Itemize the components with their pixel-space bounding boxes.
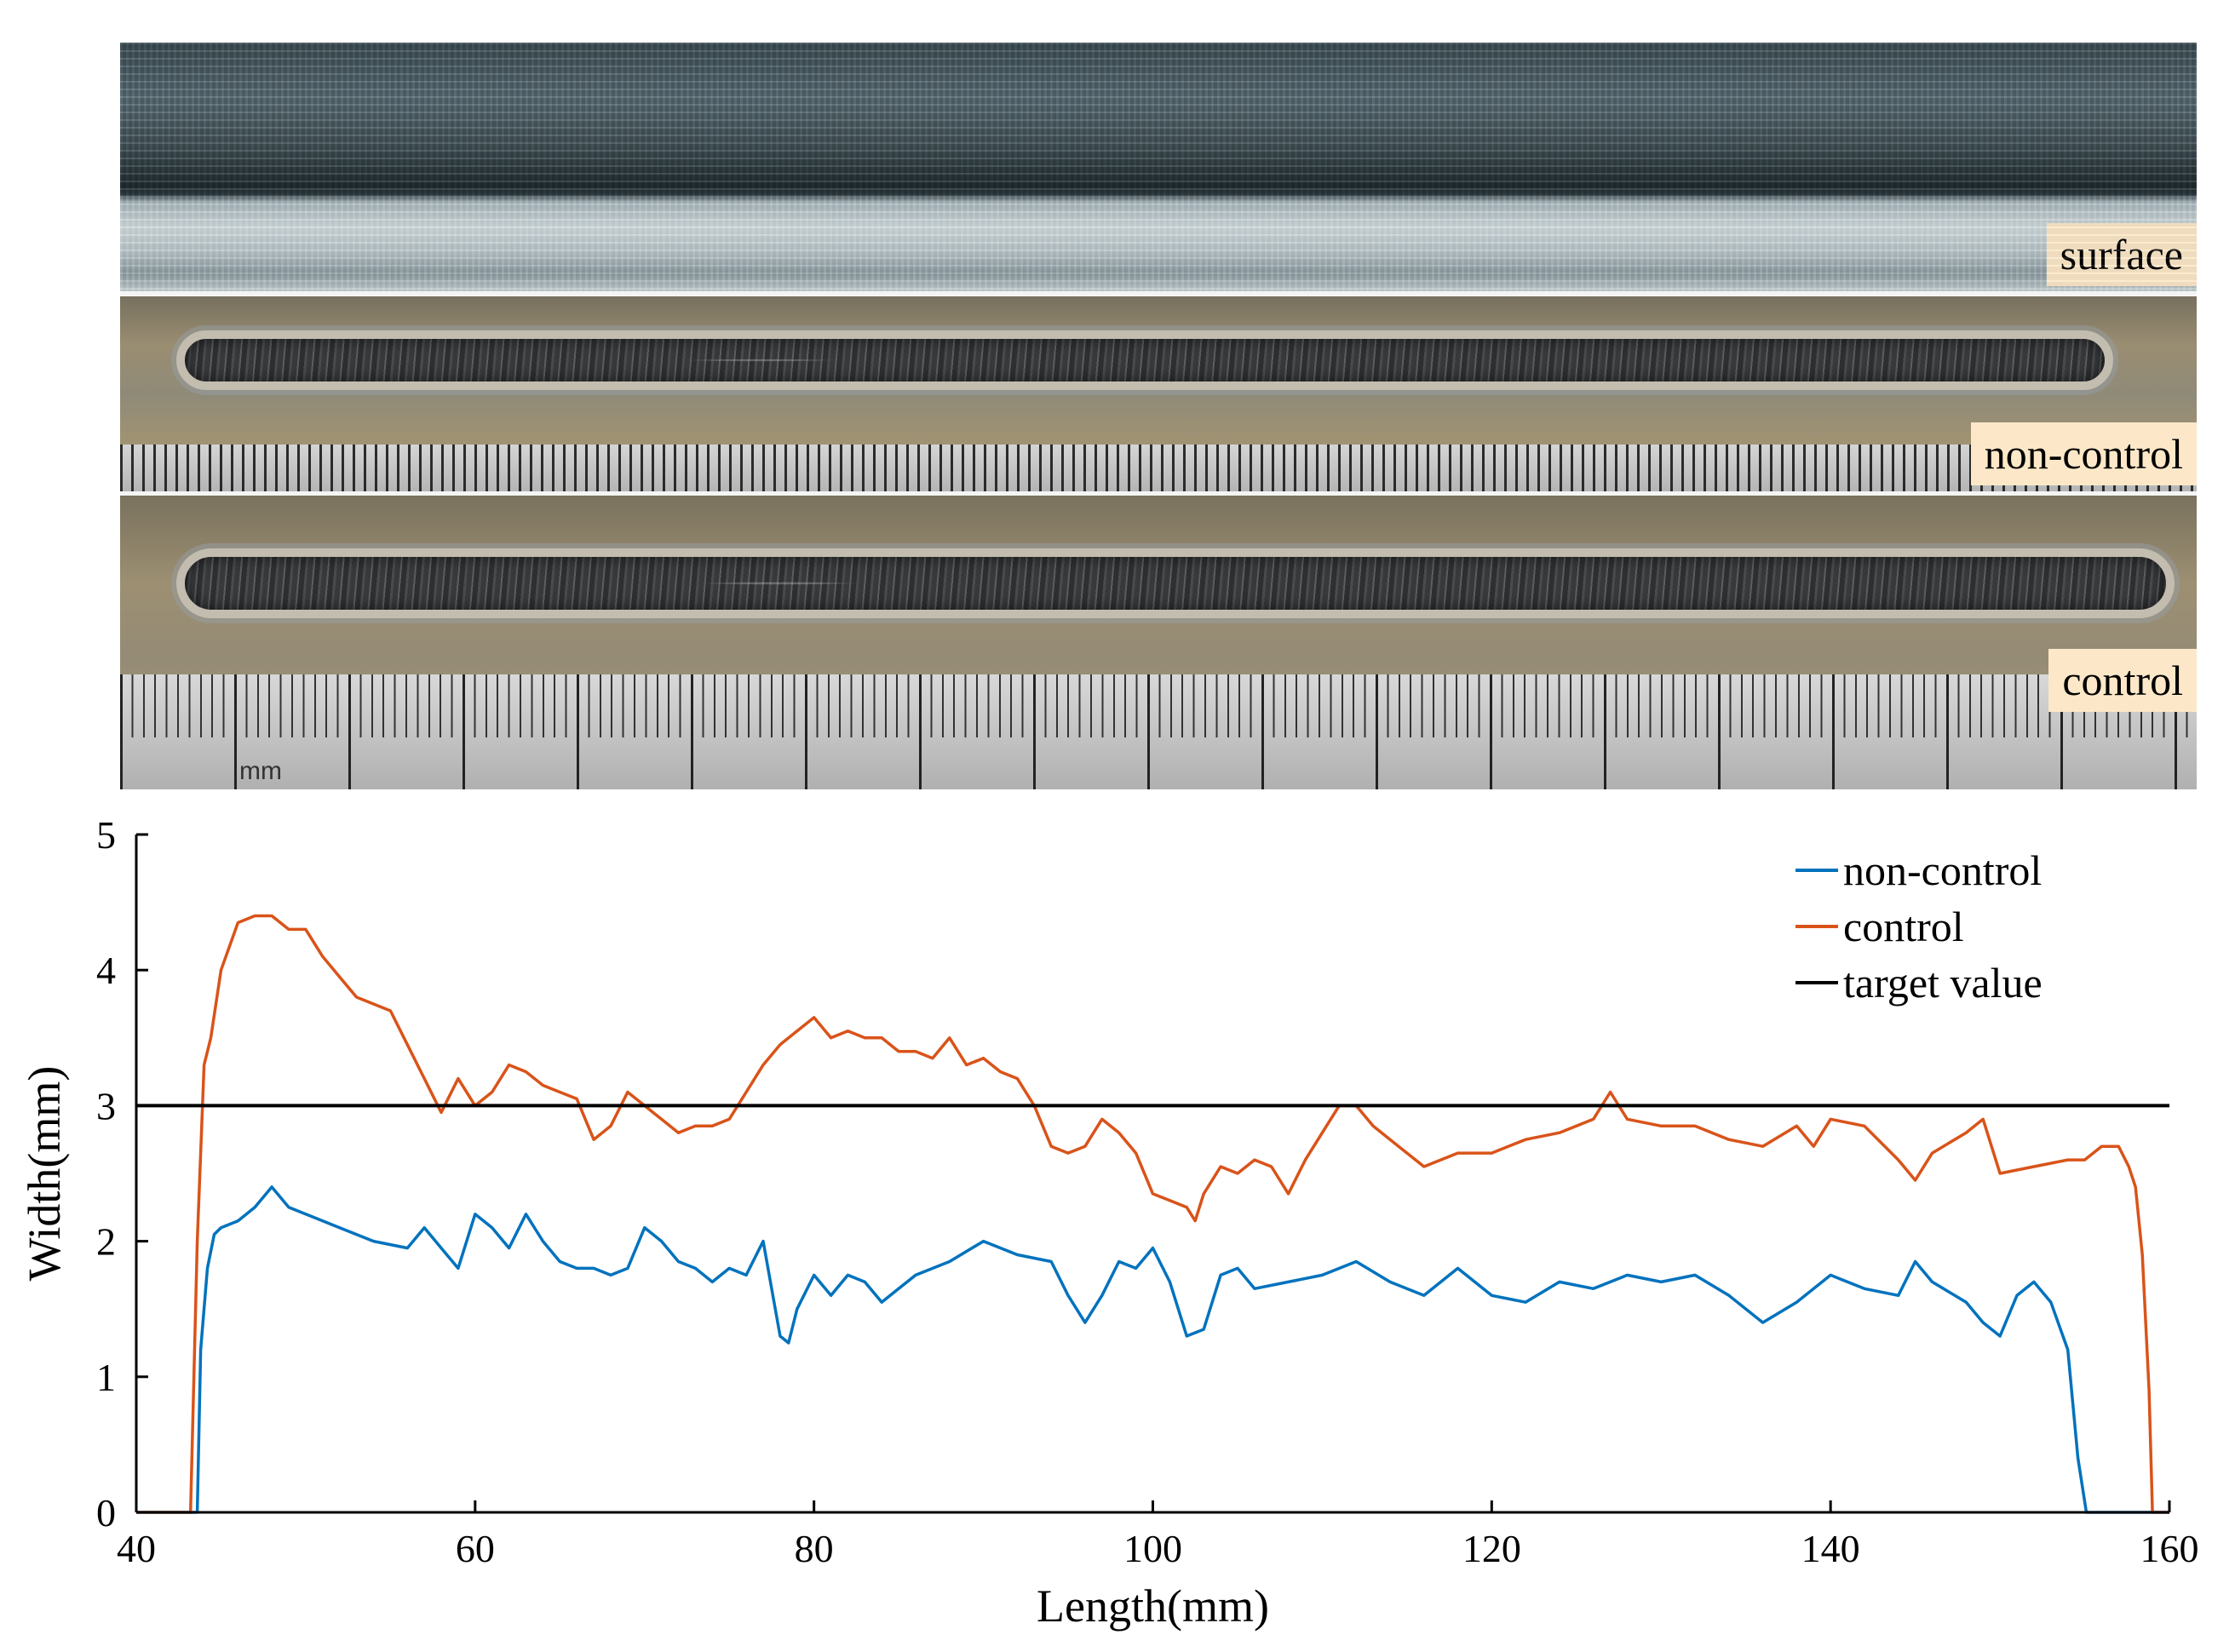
legend-label: control [1843,903,1964,950]
x-tick-label: 120 [1462,1527,1521,1570]
y-ticks: 0 1 2 3 4 5 [96,813,148,1534]
surface-label: surface [2046,223,2197,286]
legend-label: target value [1843,959,2043,1007]
x-tick-label: 40 [117,1527,156,1570]
x-tick-label: 60 [456,1527,495,1570]
y-tick-label: 2 [96,1220,116,1264]
y-tick-label: 3 [96,1084,116,1127]
series-layer [136,914,2169,1514]
noncontrol-label: non-control [1970,422,2197,485]
legend: non-control control target value [1795,846,2043,1007]
y-tick-label: 0 [96,1491,116,1534]
x-tick-label: 80 [795,1527,834,1570]
y-tick-label: 4 [96,949,116,992]
y-tick-label: 1 [96,1356,116,1399]
noncontrol-ruler [120,445,2197,492]
x-tick-label: 160 [2140,1527,2199,1570]
x-ticks: 40 60 80 100 120 140 160 [117,1500,2199,1570]
control-ruler: mm [120,674,2197,789]
y-tick-label: 5 [96,813,116,857]
x-tick-label: 140 [1801,1527,1860,1570]
surface-photo: surface [120,43,2197,291]
control-label: control [2048,649,2197,712]
series-line-non-control [136,1185,2169,1514]
photo-divider [120,291,2197,295]
x-axis-title: Length(mm) [1037,1580,1269,1632]
width-chart: 40 60 80 100 120 140 160 0 1 2 3 4 5 Length(mm) Wid… [19,813,2199,1632]
legend-label: non-control [1843,846,2042,894]
control-photo: mm control [120,496,2197,789]
y-axis-title: Width(mm) [19,1066,70,1282]
noncontrol-photo: non-control [120,296,2197,492]
control-weld-bead [176,548,2175,618]
photo-divider [120,491,2197,496]
ruler-unit-label: mm [239,757,282,785]
noncontrol-weld-bead [176,330,2113,390]
x-tick-label: 100 [1123,1527,1182,1570]
